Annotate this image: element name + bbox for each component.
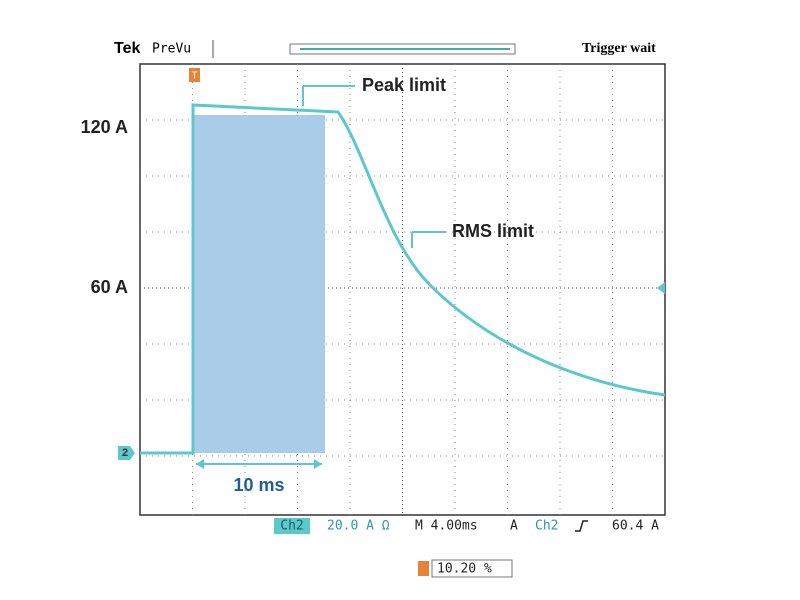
channel-badge — [274, 518, 310, 534]
readout-trigger-level: 60.4 A — [612, 519, 659, 534]
upper-label: 120 A — [81, 117, 128, 137]
readout-scale: 20.0 A Ω — [327, 519, 390, 534]
rms-label: RMS limit — [452, 221, 534, 241]
channel-marker-label: 2 — [122, 447, 128, 459]
readout-position: 10.20 % — [437, 562, 492, 577]
waveform — [140, 103, 666, 455]
readout-timebase: M 4.00ms — [415, 519, 478, 534]
readout-trigger-channel: Ch2 — [535, 519, 558, 534]
slope-icon — [575, 520, 588, 532]
brand: Tek — [114, 40, 140, 57]
duration-label: 10 ms — [233, 475, 284, 495]
peak-label: Peak limit — [362, 75, 446, 95]
middle-label: 60 A — [91, 277, 128, 297]
record-bar — [289, 43, 516, 55]
position-box — [431, 559, 513, 578]
position-icon — [418, 561, 429, 576]
trigger-marker-label: T — [191, 71, 197, 82]
peak-window — [193, 115, 325, 453]
trigger-marker — [189, 68, 200, 82]
mode: PreVu — [152, 42, 191, 57]
status: Trigger wait — [582, 41, 656, 56]
trigger-level-marker — [657, 282, 665, 294]
readout-channel: Ch2 — [280, 519, 303, 534]
channel-marker — [118, 446, 135, 460]
readout-trigger-mode: A — [510, 519, 518, 534]
